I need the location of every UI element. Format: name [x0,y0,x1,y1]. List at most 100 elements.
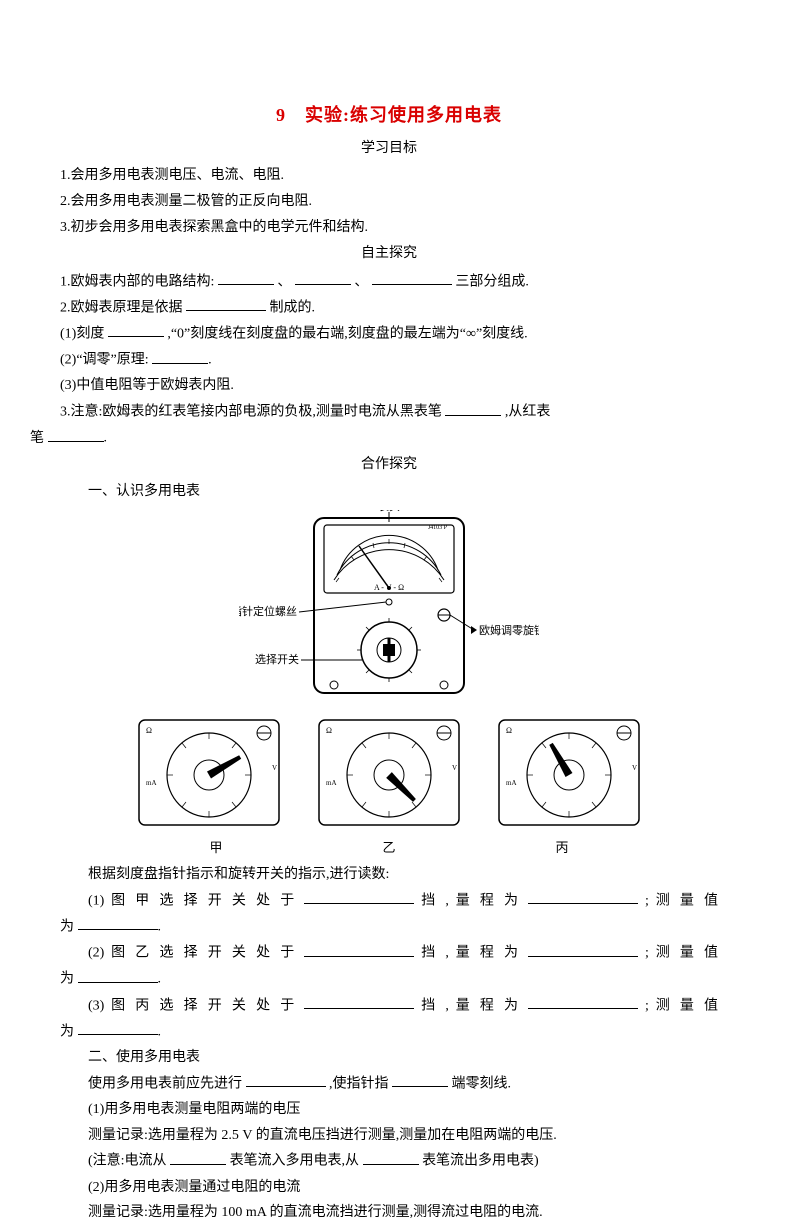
text: 3.注意:欧姆表的红表笔接内部电源的负极,测量时电流从黑表笔 [60,405,442,420]
text: 挡 , 量 程 为 [421,946,521,961]
svg-text:V: V [272,764,277,772]
svg-text:V: V [452,764,457,772]
self-note-tail: 笔 . [30,426,718,450]
text: (3) 图 丙 选 择 开 关 处 于 [88,998,298,1013]
self-sub-3: (3)中值电阻等于欧姆表内阻. [60,374,718,398]
text: (2) 图 乙 选 择 开 关 处 于 [88,946,298,961]
text: 制成的. [270,300,316,315]
svg-text:mA: mA [146,779,157,787]
text: 使用多用电表前应先进行 [88,1076,242,1091]
blank-input[interactable] [246,1072,326,1087]
dial-c-svg: ΩV mA [494,715,644,835]
text: (1)刻度 [60,326,104,341]
dial-captions: 甲 乙 丙 [60,837,718,859]
head-label: 表头 [378,510,400,513]
text: 端零刻线. [452,1076,512,1091]
blank-input[interactable] [108,322,164,337]
text: 挡 , 量 程 为 [421,893,521,908]
caption-a: 甲 [209,837,222,859]
blank-input[interactable] [295,270,351,285]
u1-note: (注意:电流从 表笔流入多用电表,从 表笔流出多用电表) [60,1149,718,1173]
dial-a-svg: Ω V mA [134,715,284,835]
question-1-tail: 为 . [60,915,718,939]
text: 为 [60,972,74,987]
text: 三部分组成. [455,274,529,289]
question-1: (1) 图 甲 选 择 开 关 处 于 挡 , 量 程 为 ; 测 量 值 [60,889,718,913]
goal-2: 2.会用多用电表测量二极管的正反向电阻. [60,190,718,214]
section-1-title: 一、认识多用电表 [60,480,718,504]
self-line-2: 2.欧姆表原理是依据 制成的. [60,296,718,320]
blank-input[interactable] [304,941,414,956]
blank-input[interactable] [78,967,158,982]
blank-input[interactable] [48,426,104,441]
text: . [158,1024,162,1039]
svg-text:mA: mA [326,779,337,787]
section-2-title: 二、使用多用电表 [60,1046,718,1070]
text: (注意:电流从 [88,1154,167,1169]
dial-b-svg: Ω V mA [314,715,464,835]
coop-header: 合作探究 [60,453,718,477]
blank-input[interactable] [218,270,274,285]
blank-input[interactable] [170,1149,226,1164]
sel-label: 选择开关 [255,652,299,666]
caption-b: 乙 [382,837,395,859]
blank-input[interactable] [363,1149,419,1164]
u2-rec: 测量记录:选用量程为 100 mA 的直流电流挡进行测量,测得流过电阻的电流. [60,1201,718,1225]
blank-input[interactable] [392,1072,448,1087]
text: 为 [60,919,74,934]
u1-rec: 测量记录:选用量程为 2.5 V 的直流电压挡进行测量,测量加在电阻两端的电压. [60,1124,718,1148]
text: 2.欧姆表原理是依据 [60,300,183,315]
pin-label: 指针定位螺丝 [239,604,297,618]
svg-text:Ω: Ω [146,726,152,735]
goals-header: 学习目标 [60,137,718,161]
question-3-tail: 为 . [60,1020,718,1044]
text: (2)“调零”原理: [60,353,149,368]
question-2: (2) 图 乙 选 择 开 关 处 于 挡 , 量 程 为 ; 测 量 值 [60,941,718,965]
blank-input[interactable] [304,889,414,904]
text: 挡 , 量 程 为 [421,998,521,1013]
read-intro: 根据刻度盘指针指示和旋转开关的指示,进行读数: [60,863,718,887]
page-title: 9 实验:练习使用多用电表 [60,100,718,131]
question-3: (3) 图 丙 选 择 开 关 处 于 挡 , 量 程 为 ; 测 量 值 [60,994,718,1018]
model-label: J4103 P [428,525,448,531]
question-2-tail: 为 . [60,967,718,991]
blank-input[interactable] [186,296,266,311]
goal-1: 1.会用多用电表测电压、电流、电阻. [60,164,718,188]
blank-input[interactable] [528,994,638,1009]
text: ,从红表 [505,405,551,420]
text: 、 [354,274,368,289]
unit-label: A - V - Ω [374,583,404,592]
self-line-1: 1.欧姆表内部的电路结构: 、 、 三部分组成. [60,270,718,294]
text: . [158,972,162,987]
self-sub-1: (1)刻度 ,“0”刻度线在刻度盘的最右端,刻度盘的最左端为“∞”刻度线. [60,322,718,346]
svg-text:Ω: Ω [326,726,332,735]
text: 为 [60,1024,74,1039]
svg-text:mA: mA [506,779,517,787]
blank-input[interactable] [528,941,638,956]
blank-input[interactable] [528,889,638,904]
blank-input[interactable] [78,1020,158,1035]
blank-input[interactable] [372,270,452,285]
text: ,“0”刻度线在刻度盘的最右端,刻度盘的最左端为“∞”刻度线. [167,326,527,341]
self-sub-2: (2)“调零”原理: . [60,348,718,372]
text: . [158,919,162,934]
self-header: 自主探究 [60,242,718,266]
svg-text:V: V [632,764,637,772]
u1: (1)用多用电表测量电阻两端的电压 [60,1098,718,1122]
blank-input[interactable] [445,400,501,415]
use-pre: 使用多用电表前应先进行 ,使指针指 端零刻线. [60,1072,718,1096]
caption-c: 丙 [556,837,569,859]
text: (1) 图 甲 选 择 开 关 处 于 [88,893,298,908]
text: 、 [277,274,291,289]
text: ; 测 量 值 [645,893,718,908]
text: 1.欧姆表内部的电路结构: [60,274,214,289]
goal-3: 3.初步会用多用电表探索黑盒中的电学元件和结构. [60,216,718,240]
multimeter-main-svg: A - V - Ω J4103 P 表头 指针定位螺丝 选择开关 欧姆调零旋钮 [239,510,539,700]
text: . [104,431,108,446]
text: 表笔流入多用电表,从 [230,1154,360,1169]
self-note: 3.注意:欧姆表的红表笔接内部电源的负极,测量时电流从黑表笔 ,从红表 [60,400,718,424]
blank-input[interactable] [304,994,414,1009]
text: ; 测 量 值 [645,998,718,1013]
blank-input[interactable] [152,348,208,363]
blank-input[interactable] [78,915,158,930]
